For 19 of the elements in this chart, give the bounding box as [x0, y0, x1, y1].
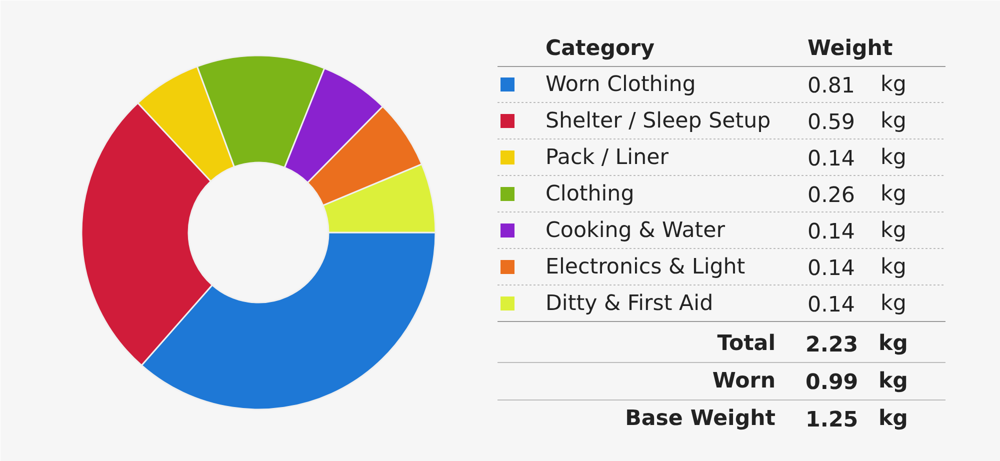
text: Base Weight 1.25 kg — [625, 406, 908, 432]
data-label: 0.81 kg — [808, 72, 906, 98]
text: Weight — [808, 36, 893, 61]
text: Worn 0.99 kg — [712, 368, 908, 395]
data-label: 0.14 kg — [808, 291, 906, 318]
text: Total 2.23 kg — [717, 331, 908, 358]
legend-label: Pack / Liner — [546, 145, 669, 170]
legend-label: Electronics & Light — [546, 254, 746, 280]
data-label: 0.59 kg — [808, 108, 906, 135]
data-label: 0.14 kg — [808, 145, 906, 172]
legend-label: Worn Clothing — [546, 72, 696, 97]
legend-label: Cooking & Water — [546, 218, 726, 243]
legend-label: Shelter / Sleep Setup — [546, 108, 771, 134]
data-label: 0.14 kg — [808, 218, 906, 244]
legend-title: Category — [546, 36, 655, 61]
data-label: 0.14 kg — [808, 254, 906, 281]
data-label: 0.26 kg — [808, 182, 906, 208]
legend-label: Clothing — [546, 182, 634, 206]
legend-label: Ditty & First Aid — [546, 291, 714, 316]
